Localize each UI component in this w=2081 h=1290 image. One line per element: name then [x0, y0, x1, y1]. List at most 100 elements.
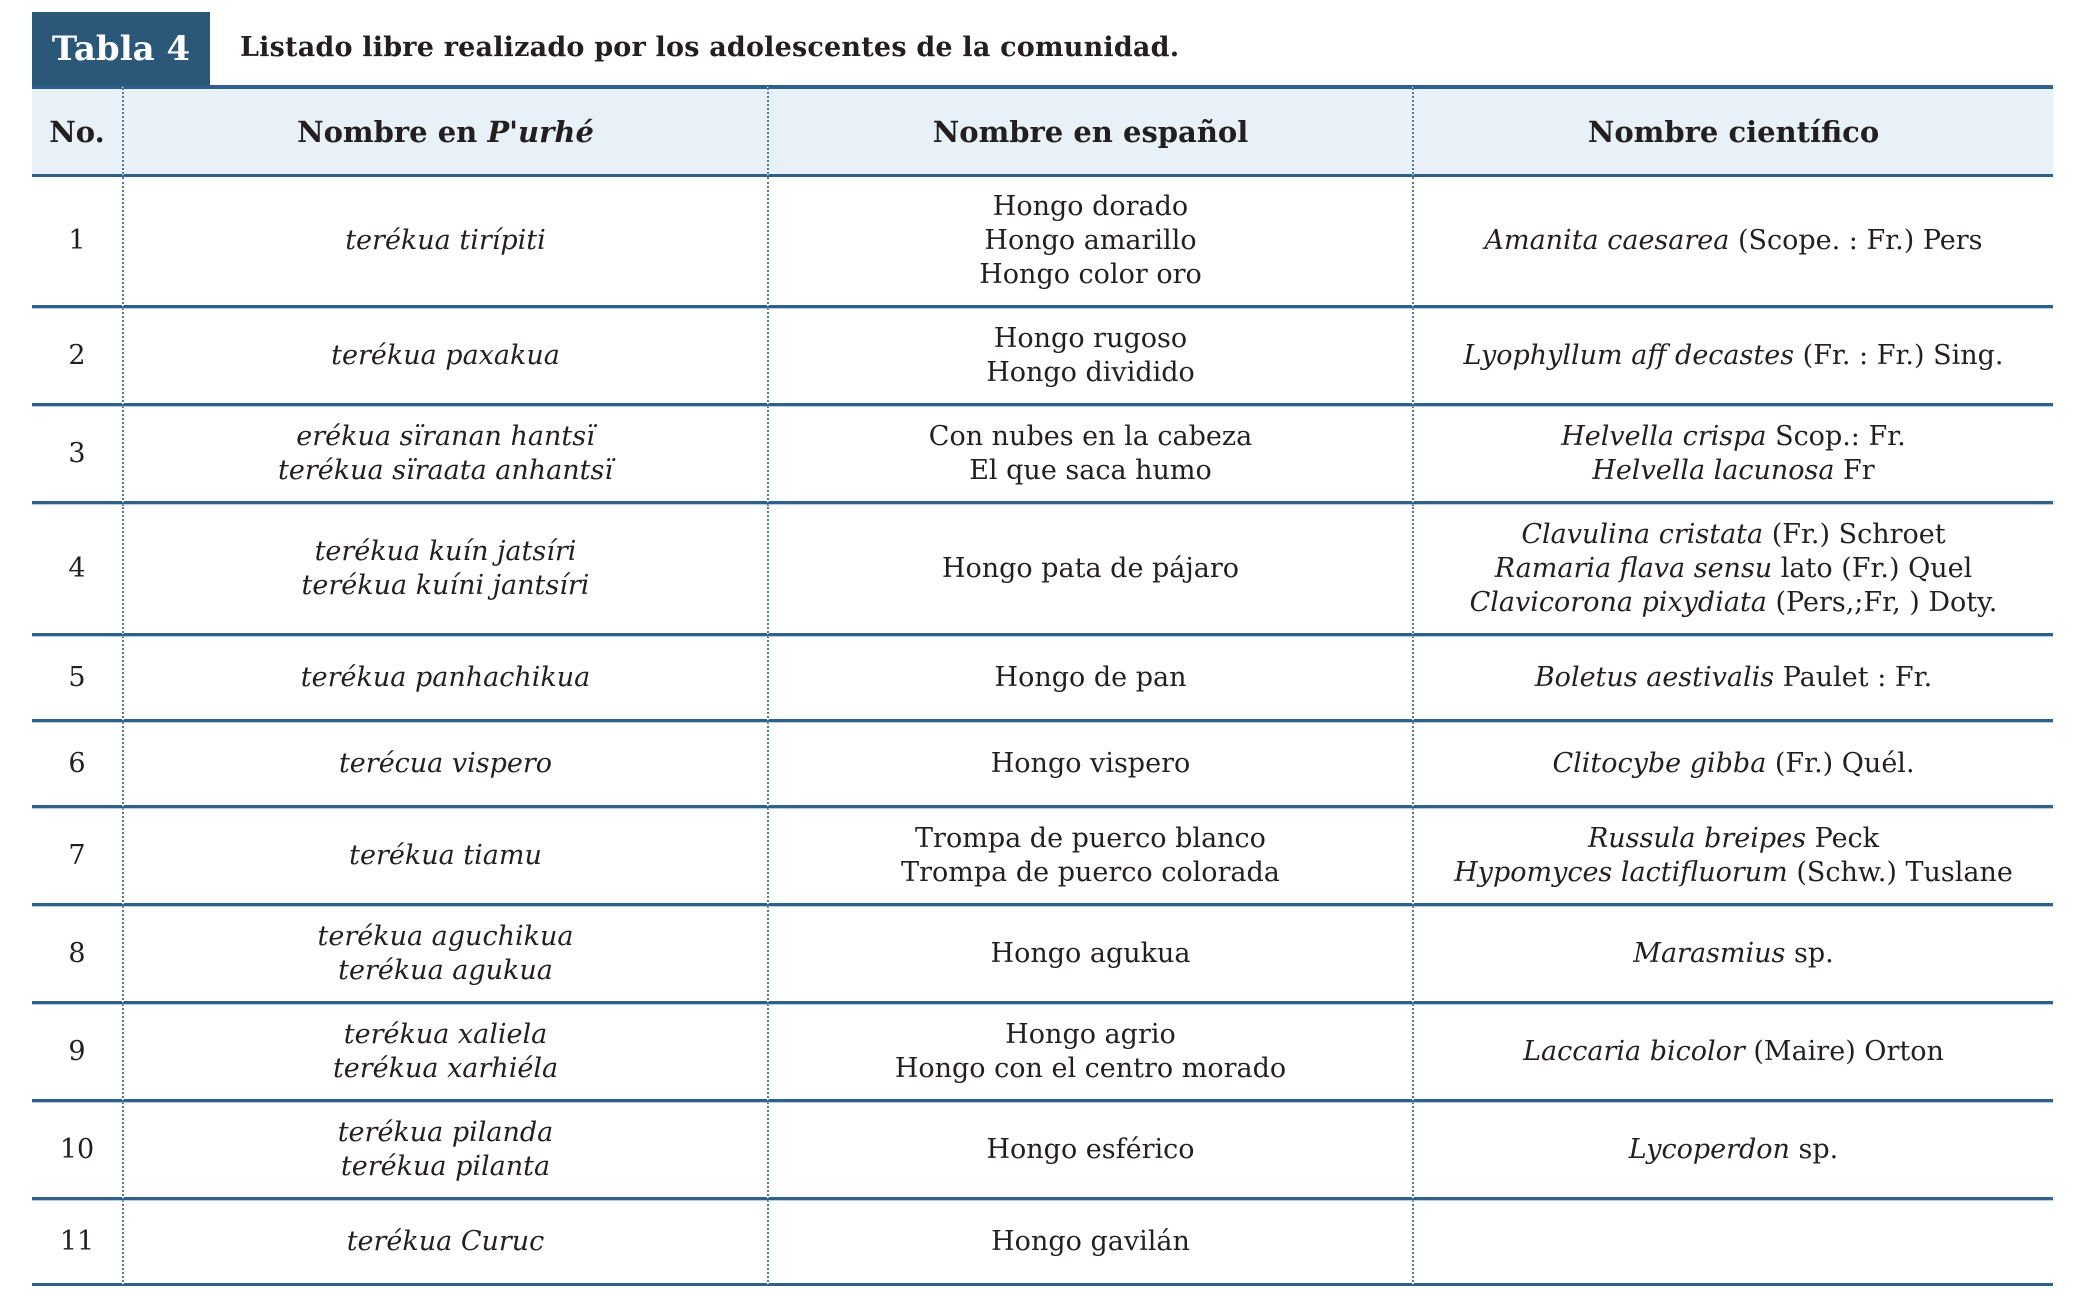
cell-purhe-name: terékua Curuc: [122, 1200, 767, 1286]
table-row: 4 terékua kuín jatsíri terékua kuíni jants…: [32, 504, 2053, 636]
cell-scientific-name: Russula breipes Peck Hypomyces lactifluor…: [1412, 808, 2053, 906]
cell-scientific-name: Lycoperdon sp.: [1412, 1102, 2053, 1200]
cell-purhe-name: terékua xaliela terékua xarhiéla: [122, 1004, 767, 1102]
spanish-name-line: Hongo color oro: [979, 259, 1202, 290]
spanish-name-line: Hongo rugoso: [993, 323, 1188, 354]
cell-scientific-name: [1412, 1200, 2053, 1286]
spanish-name-line: Hongo de pan: [994, 662, 1187, 693]
cell-scientific-name: Lyophyllum aff decastes (Fr. : Fr.) Sing…: [1412, 308, 2053, 406]
table-row: 1 terékua tirípiti Hongo dorado Hongo amari…: [32, 177, 2053, 308]
purhe-name-line: terékua Curuc: [346, 1226, 545, 1257]
scientific-name-line: Helvella lacunosa Fr: [1592, 455, 1875, 486]
cell-scientific-name: Amanita caesarea (Scope. : Fr.) Pers: [1412, 177, 2053, 308]
cell-row-number: 5: [32, 636, 122, 722]
cell-row-number: 8: [32, 906, 122, 1004]
cell-purhe-name: terécua vispero: [122, 722, 767, 808]
purhe-name-line: terékua kuíni jantsíri: [301, 570, 590, 601]
purhe-name-line: erékua sïranan hantsï: [296, 421, 595, 452]
purhe-name-line: terécua vispero: [338, 748, 553, 779]
spanish-name-line: Hongo vispero: [990, 748, 1191, 779]
table-row: 8 terékua aguchikua terékua agukua Hongo ag…: [32, 906, 2053, 1004]
cell-purhe-name: terékua kuín jatsíri terékua kuíni jantsí…: [122, 504, 767, 636]
purhe-name-line: terékua panhachikua: [300, 662, 591, 693]
spanish-name-line: Hongo amarillo: [984, 225, 1197, 256]
cell-row-number: 1: [32, 177, 122, 308]
purhe-name-line: terékua kuín jatsíri: [314, 536, 577, 567]
cell-spanish-name: Hongo agukua: [767, 906, 1412, 1004]
purhe-name-line: terékua agukua: [338, 955, 553, 986]
table-row: 5 terékua panhachikua Hongo de pan Boletus …: [32, 636, 2053, 722]
cell-purhe-name: terékua tirípiti: [122, 177, 767, 308]
scientific-name-line: Helvella crispa Scop.: Fr.: [1561, 421, 1906, 452]
scientific-name-line: Amanita caesarea (Scope. : Fr.) Pers: [1484, 225, 1983, 256]
cell-spanish-name: Hongo esférico: [767, 1102, 1412, 1200]
free-listing-table: No. Nombre en P'urhé Nombre en español N…: [32, 85, 2053, 1286]
cell-scientific-name: Boletus aestivalis Paulet : Fr.: [1412, 636, 2053, 722]
scientific-name-line: Laccaria bicolor (Maire) Orton: [1523, 1036, 1944, 1067]
scientific-name-line: Russula breipes Peck: [1587, 823, 1880, 854]
header-spanish: Nombre en español: [767, 85, 1412, 177]
cell-scientific-name: Helvella crispa Scop.: Fr. Helvella lacun…: [1412, 406, 2053, 504]
table-row: 11 terékua Curuc Hongo gavilán: [32, 1200, 2053, 1286]
purhe-name-line: terékua xarhiéla: [332, 1053, 559, 1084]
table-row: 10 terékua pilanda terékua pilanta Hongo es…: [32, 1102, 2053, 1200]
purhe-name-line: terékua sïraata anhantsï: [278, 455, 613, 486]
cell-row-number: 2: [32, 308, 122, 406]
purhe-name-line: terékua tiamu: [349, 840, 542, 871]
table-caption: Listado libre realizado por los adolesce…: [240, 32, 1180, 63]
cell-scientific-name: Clavulina cristata (Fr.) Schroet Ramaria …: [1412, 504, 2053, 636]
header-no: No.: [32, 85, 122, 177]
cell-scientific-name: Marasmius sp.: [1412, 906, 2053, 1004]
table-row: 6 terécua vispero Hongo vispero Clitocybe g…: [32, 722, 2053, 808]
scientific-name-line: Marasmius sp.: [1633, 938, 1834, 969]
cell-row-number: 10: [32, 1102, 122, 1200]
cell-row-number: 9: [32, 1004, 122, 1102]
purhe-name-line: terékua pilanta: [340, 1151, 551, 1182]
spanish-name-line: Hongo dorado: [992, 191, 1189, 222]
cell-scientific-name: Clitocybe gibba (Fr.) Quél.: [1412, 722, 2053, 808]
scientific-name-line: Boletus aestivalis Paulet : Fr.: [1534, 662, 1933, 693]
cell-purhe-name: erékua sïranan hantsï terékua sïraata anh…: [122, 406, 767, 504]
header-scientific: Nombre científico: [1412, 85, 2053, 177]
header-purhe-italic: P'urhé: [487, 114, 594, 149]
cell-spanish-name: Hongo pata de pájaro: [767, 504, 1412, 636]
cell-spanish-name: Hongo dorado Hongo amarillo Hongo color or…: [767, 177, 1412, 308]
cell-spanish-name: Trompa de puerco blanco Trompa de puerco …: [767, 808, 1412, 906]
spanish-name-line: Trompa de puerco blanco: [915, 823, 1266, 854]
cell-row-number: 11: [32, 1200, 122, 1286]
scientific-name-line: Clavulina cristata (Fr.) Schroet: [1521, 519, 1946, 550]
table-row: 2 terékua paxakua Hongo rugoso Hongo dividi…: [32, 308, 2053, 406]
table-row: 3 erékua sïranan hantsï terékua sïraata an…: [32, 406, 2053, 504]
cell-spanish-name: Hongo agrio Hongo con el centro morado: [767, 1004, 1412, 1102]
cell-row-number: 7: [32, 808, 122, 906]
purhe-name-line: terékua paxakua: [331, 340, 560, 371]
cell-purhe-name: terékua panhachikua: [122, 636, 767, 722]
scientific-name-line: Clavicorona pixydiata (Pers,;Fr, ) Doty.: [1469, 587, 1998, 618]
spanish-name-line: Hongo con el centro morado: [894, 1053, 1287, 1084]
cell-row-number: 6: [32, 722, 122, 808]
spanish-name-line: Hongo pata de pájaro: [941, 553, 1240, 584]
spanish-name-line: Hongo agrio: [1005, 1019, 1176, 1050]
scientific-name-line: Lyophyllum aff decastes (Fr. : Fr.) Sing…: [1463, 340, 2004, 371]
table-row: 9 terékua xaliela terékua xarhiéla Hongo ag…: [32, 1004, 2053, 1102]
spanish-name-line: Hongo agukua: [990, 938, 1191, 969]
purhe-name-line: terékua pilanda: [337, 1117, 554, 1148]
cell-purhe-name: terékua aguchikua terékua agukua: [122, 906, 767, 1004]
spanish-name-line: Hongo gavilán: [991, 1226, 1190, 1257]
scientific-name-line: Hypomyces lactifluorum (Schw.) Tuslane: [1454, 857, 2013, 888]
table-label-tab: Tabla 4: [32, 12, 210, 85]
spanish-name-line: Hongo esférico: [986, 1134, 1195, 1165]
spanish-name-line: Hongo dividido: [986, 357, 1195, 388]
cell-scientific-name: Laccaria bicolor (Maire) Orton: [1412, 1004, 2053, 1102]
scientific-name-line: Clitocybe gibba (Fr.) Quél.: [1552, 748, 1915, 779]
cell-purhe-name: terékua tiamu: [122, 808, 767, 906]
cell-spanish-name: Con nubes en la cabeza El que saca humo: [767, 406, 1412, 504]
table-body: 1 terékua tirípiti Hongo dorado Hongo amari…: [32, 177, 2053, 1286]
purhe-name-line: terékua xaliela: [343, 1019, 548, 1050]
spanish-name-line: El que saca humo: [969, 455, 1212, 486]
cell-spanish-name: Hongo de pan: [767, 636, 1412, 722]
purhe-name-line: terékua aguchikua: [317, 921, 574, 952]
cell-row-number: 4: [32, 504, 122, 636]
table-header-row: No. Nombre en P'urhé Nombre en español N…: [32, 85, 2053, 177]
header-purhe-prefix: Nombre en: [297, 114, 488, 149]
